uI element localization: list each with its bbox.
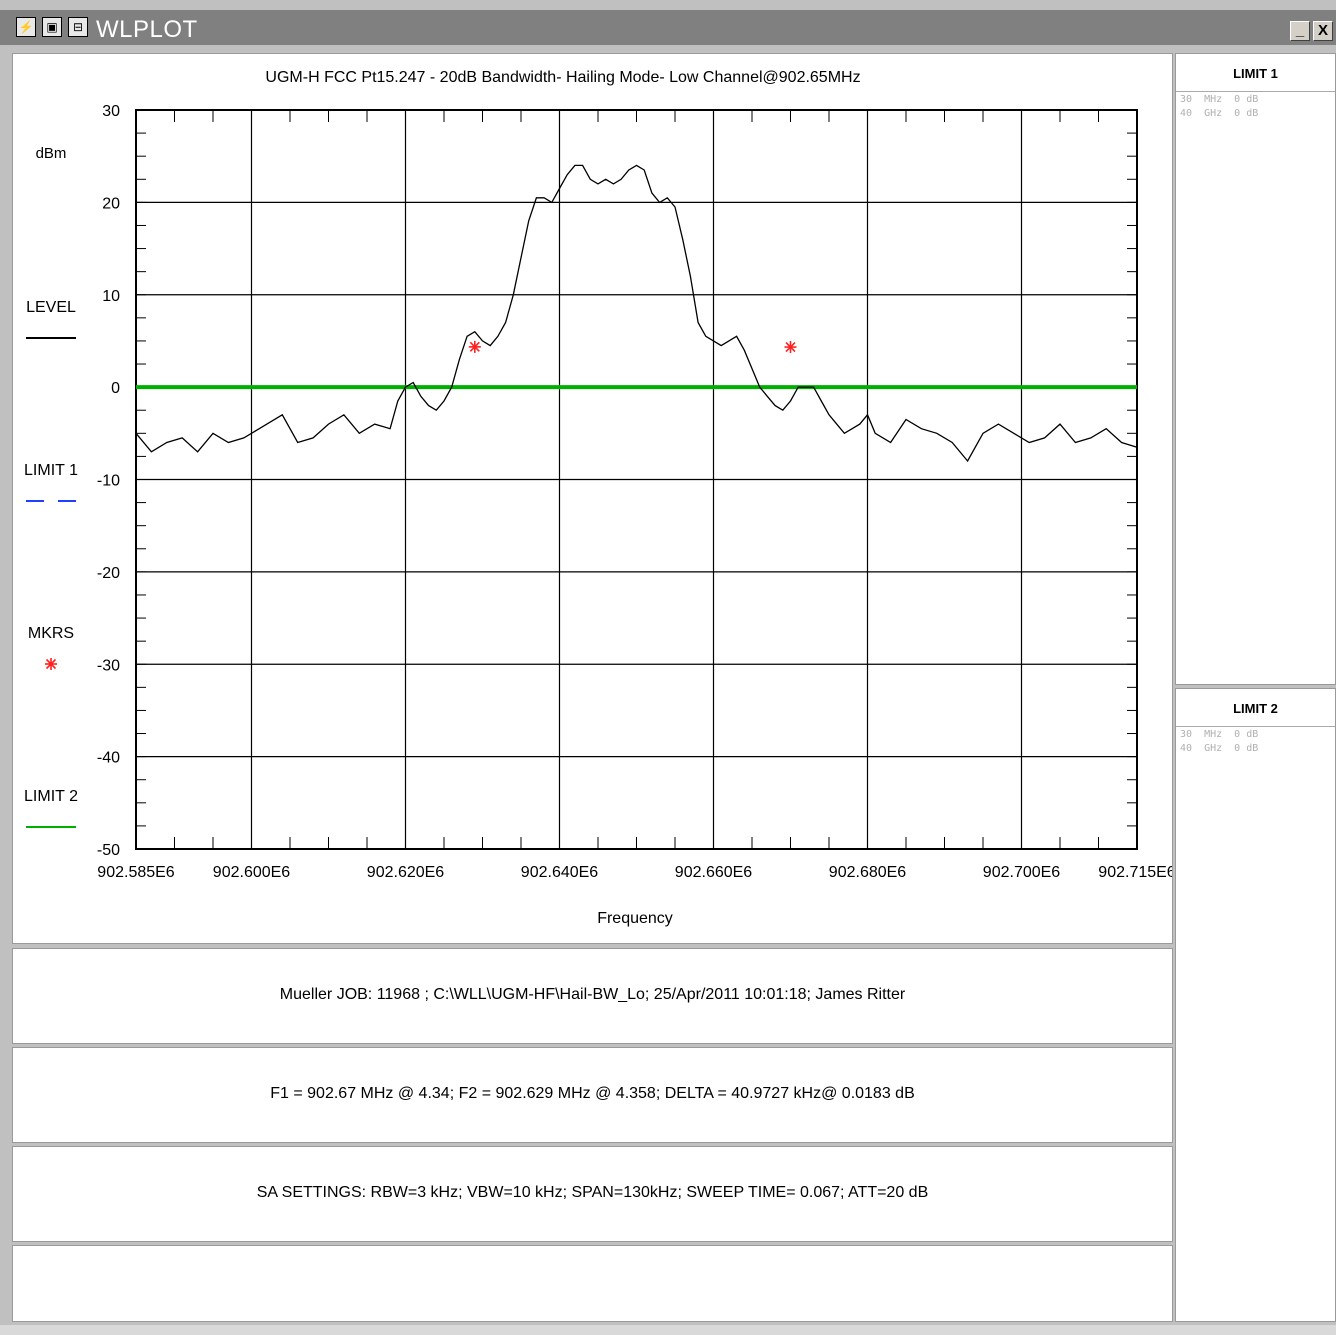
x-tick-label: 902.600E6 [213, 864, 291, 881]
window-icon[interactable]: ▣ [42, 17, 62, 37]
level-line [135, 164, 1138, 463]
limit2-table: LIMIT 2 30 MHz 0 dB 40 GHz 0 dB [1175, 688, 1336, 1322]
legend-label: LIMIT 2 [24, 788, 78, 805]
settings-text: SA SETTINGS: RBW=3 kHz; VBW=10 kHz; SPAN… [256, 1184, 929, 1201]
y-tick-label: 10 [102, 288, 120, 305]
x-tick-label: 902.585E6 [97, 864, 175, 881]
x-axis-label: Frequency [597, 910, 673, 927]
limit1-divider [1176, 91, 1335, 92]
limit1-entry: 40 GHz 0 dB [1180, 108, 1259, 119]
marker-info-text: F1 = 902.67 MHz @ 4.34; F2 = 902.629 MHz… [270, 1085, 915, 1102]
chart-grid [135, 109, 1138, 850]
chart-minor-ticks [135, 109, 1138, 850]
minimize-button[interactable]: _ [1290, 21, 1310, 41]
x-tick-label: 902.620E6 [367, 864, 445, 881]
y-tick-label: -30 [97, 657, 120, 674]
job-info-text: Mueller JOB: 11968 ; C:\WLL\UGM-HF\Hail-… [279, 986, 906, 1003]
y-tick-label: 0 [111, 380, 120, 397]
chart-legend: LEVEL LIMIT 1 MKRS LIMIT 2 [24, 299, 78, 828]
chart-panel: 30 20 10 0 -10 -20 -30 -40 -50 902.585E6 902.600E6… [12, 53, 1173, 944]
legend-label: LIMIT 1 [24, 462, 78, 479]
marker-points [468, 340, 797, 354]
spectrum-chart: 30 20 10 0 -10 -20 -30 -40 -50 902.585E6 902.600E6… [24, 69, 1172, 927]
limit2-entry: 40 GHz 0 dB [1180, 743, 1259, 754]
close-button[interactable]: X [1313, 21, 1333, 41]
y-tick-label: -50 [97, 842, 120, 859]
restore-icon[interactable]: ⊟ [68, 17, 88, 37]
legend-marker-icon [45, 658, 57, 670]
marker-stroke [469, 341, 480, 352]
chart-app-icon[interactable]: ⚡ [16, 17, 36, 37]
chart-axis-labels: 30 20 10 0 -10 -20 -30 -40 -50 902.585E6 902.600E6… [97, 103, 1172, 881]
marker-stroke [45, 658, 57, 670]
empty-panel [12, 1245, 1173, 1322]
x-tick-label: 902.640E6 [521, 864, 599, 881]
window-title: WLPLOT [96, 16, 198, 43]
level-series [135, 164, 1138, 463]
marker-point [784, 341, 797, 354]
limit2-divider [1176, 726, 1335, 727]
chart-title: UGM-H FCC Pt15.247 - 20dB Bandwidth- Hai… [265, 69, 860, 86]
limit1-title: LIMIT 1 [1233, 66, 1278, 81]
x-tick-label: 902.680E6 [829, 864, 907, 881]
y-tick-label: -40 [97, 750, 120, 767]
marker-stroke [785, 341, 796, 353]
y-tick-label: 20 [102, 195, 120, 212]
y-tick-label: -10 [97, 473, 120, 490]
limit1-entry: 30 MHz 0 dB [1180, 94, 1259, 105]
legend-label: MKRS [28, 625, 74, 642]
y-tick-label: 30 [102, 103, 120, 120]
y-tick-label: -20 [97, 565, 120, 582]
title-bar[interactable]: ⚡ ▣ ⊟ WLPLOT _ X [0, 10, 1336, 45]
x-tick-label: 902.715E6 [1098, 864, 1172, 881]
limit2-entry: 30 MHz 0 dB [1180, 729, 1259, 740]
y-axis-unit: dBm [36, 145, 67, 162]
limit2-title: LIMIT 2 [1233, 701, 1278, 716]
x-tick-label: 902.660E6 [675, 864, 753, 881]
marker-point [468, 340, 481, 353]
legend-label: LEVEL [26, 299, 76, 316]
limit1-table: LIMIT 1 30 MHz 0 dB 40 GHz 0 dB [1175, 53, 1336, 685]
status-strip [0, 1325, 1336, 1335]
job-info-panel: Mueller JOB: 11968 ; C:\WLL\UGM-HF\Hail-… [12, 948, 1173, 1044]
settings-panel: SA SETTINGS: RBW=3 kHz; VBW=10 kHz; SPAN… [12, 1146, 1173, 1242]
marker-info-panel: F1 = 902.67 MHz @ 4.34; F2 = 902.629 MHz… [12, 1047, 1173, 1143]
x-tick-label: 902.700E6 [983, 864, 1061, 881]
